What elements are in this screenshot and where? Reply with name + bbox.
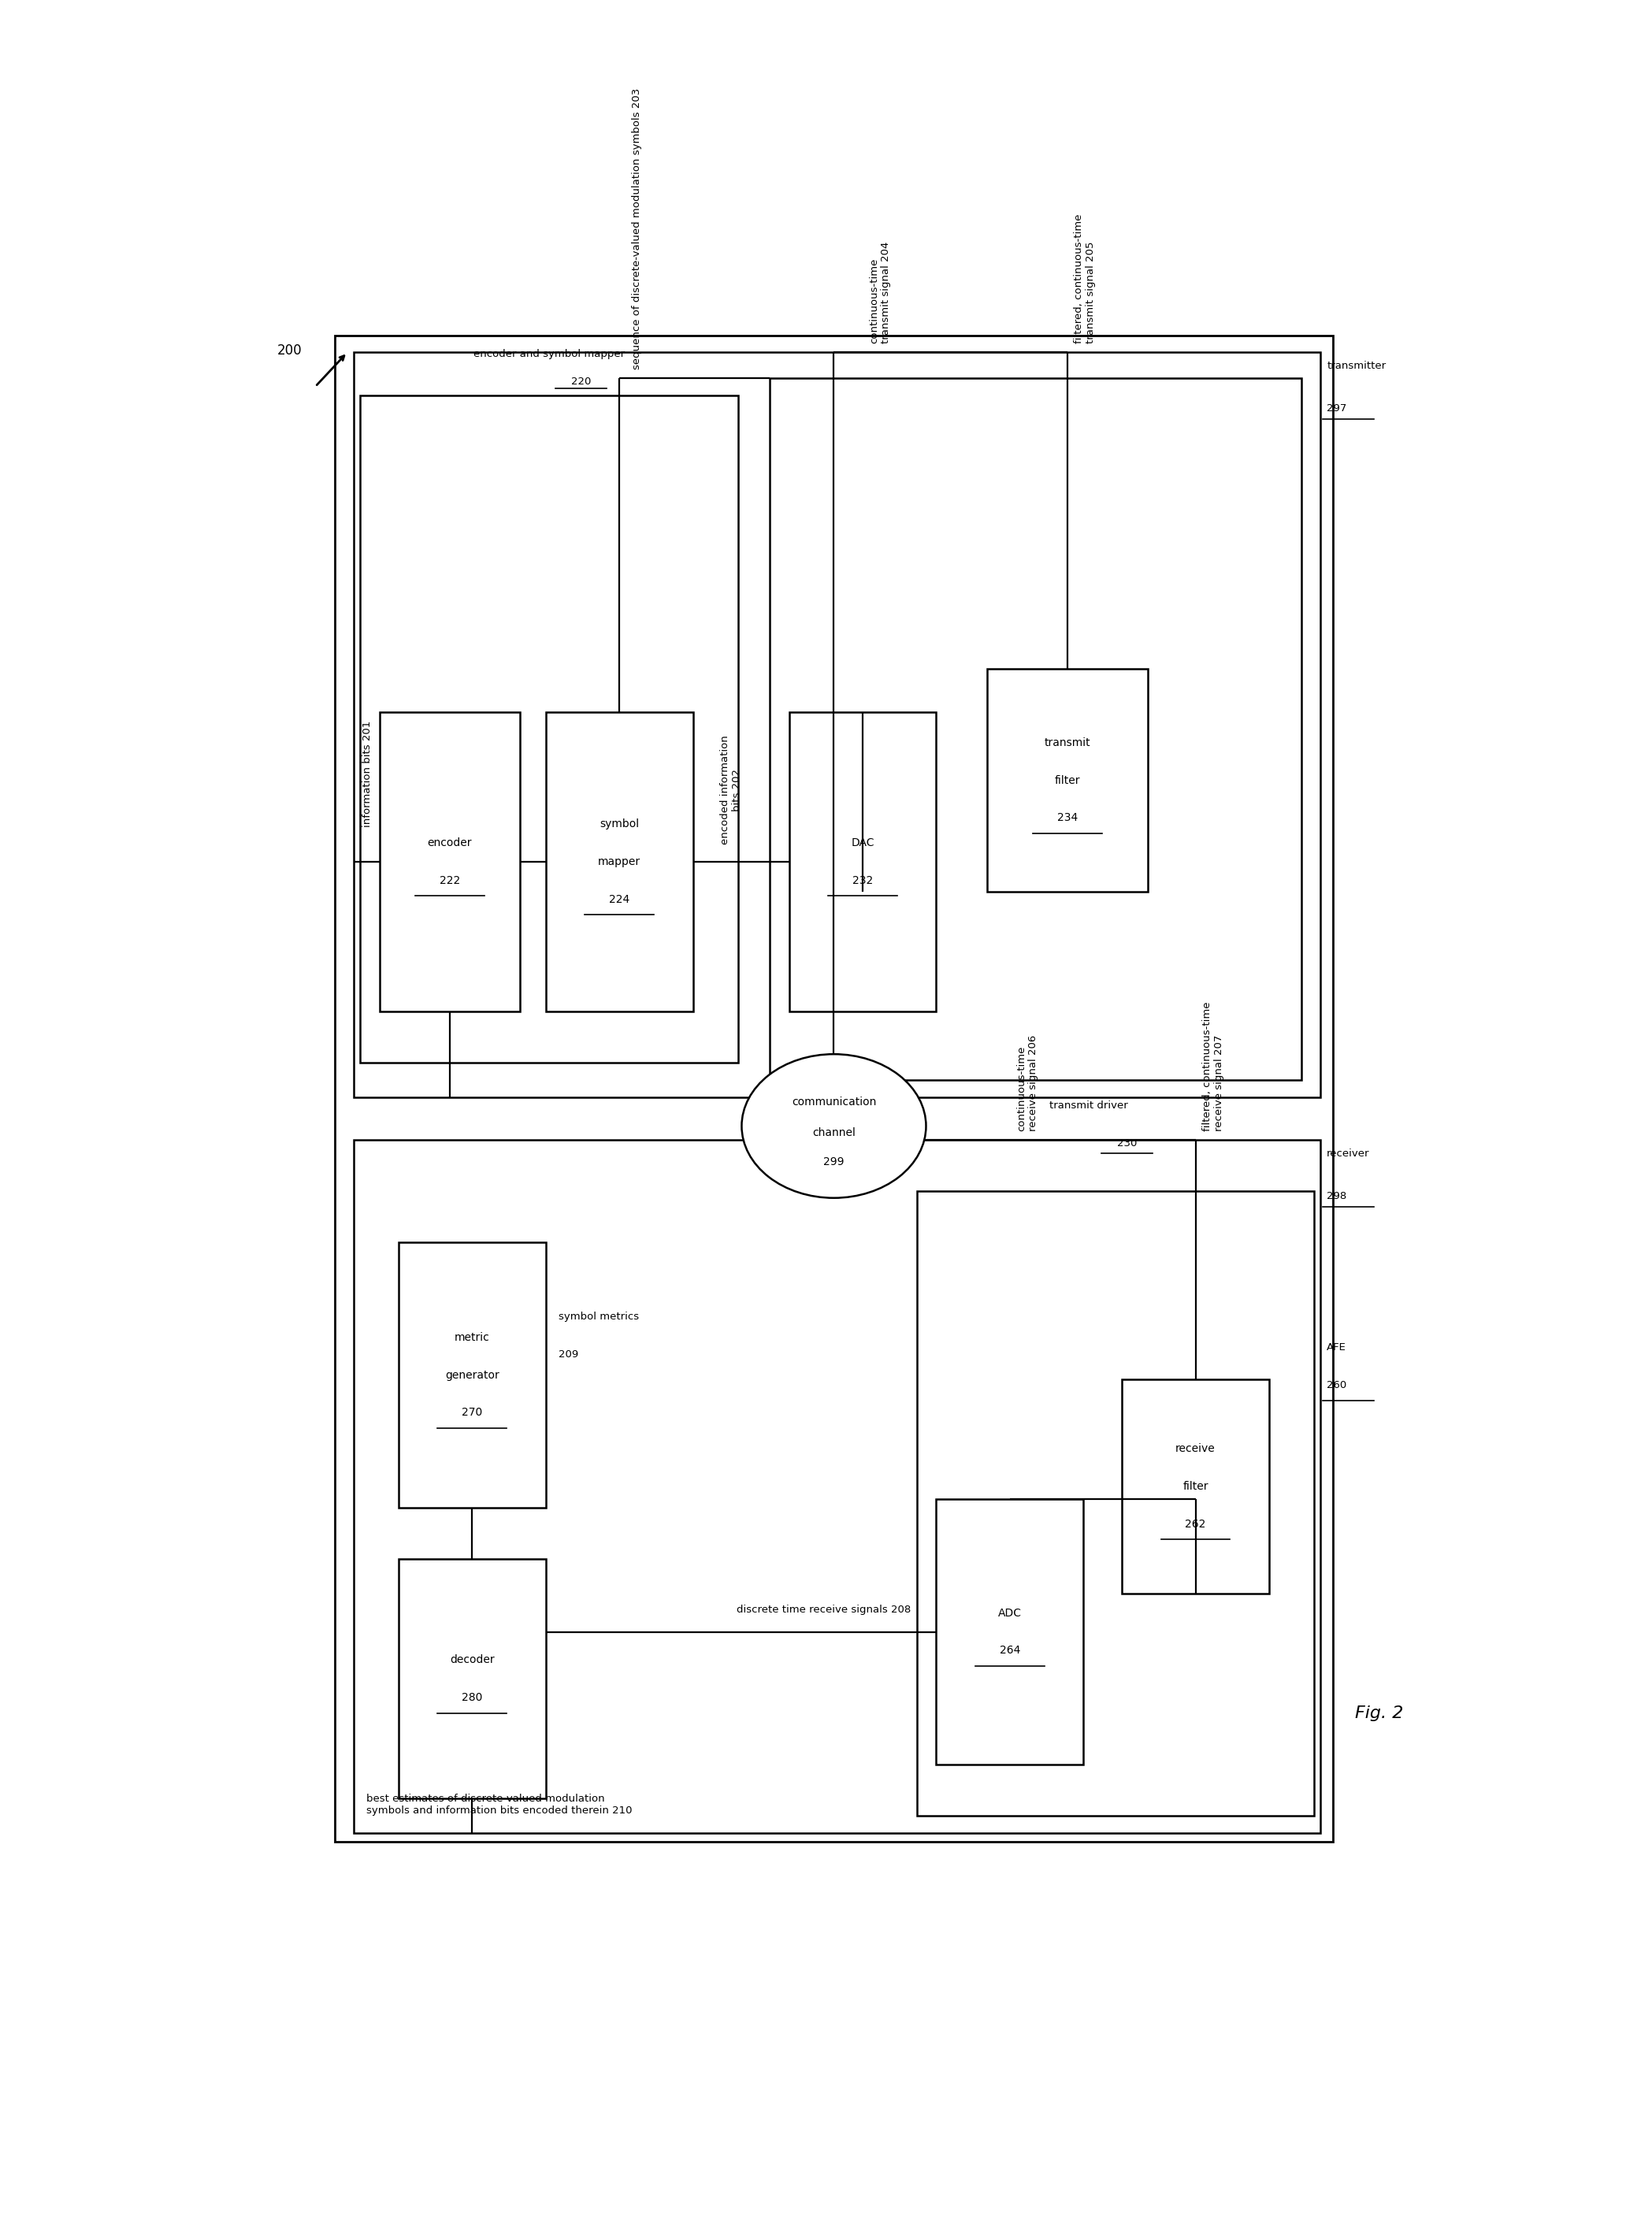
Text: 297: 297 bbox=[1327, 405, 1346, 413]
Text: channel: channel bbox=[813, 1127, 856, 1138]
Text: encoder and symbol mapper: encoder and symbol mapper bbox=[474, 349, 624, 360]
Bar bbox=[398, 1558, 545, 1798]
Text: 209: 209 bbox=[558, 1349, 578, 1360]
Text: filtered, continuous-time
transmit signal 205: filtered, continuous-time transmit signa… bbox=[1074, 213, 1095, 345]
Text: receiver: receiver bbox=[1327, 1149, 1370, 1158]
Text: symbol metrics: symbol metrics bbox=[558, 1312, 639, 1323]
Text: receive: receive bbox=[1176, 1443, 1216, 1454]
Text: encoded information
bits 202: encoded information bits 202 bbox=[720, 736, 742, 845]
Text: 260: 260 bbox=[1327, 1380, 1346, 1389]
Ellipse shape bbox=[742, 1054, 927, 1198]
Bar bbox=[398, 1243, 545, 1507]
Text: DAC: DAC bbox=[851, 838, 874, 849]
Text: 230: 230 bbox=[1117, 1138, 1137, 1149]
Text: 270: 270 bbox=[463, 1407, 482, 1418]
Bar bbox=[790, 711, 937, 1011]
Text: transmit driver: transmit driver bbox=[1049, 1100, 1128, 1112]
Bar bbox=[937, 1498, 1084, 1765]
Bar bbox=[1122, 1378, 1269, 1594]
Bar bbox=[354, 351, 1320, 1096]
Text: continuous-time
transmit signal 204: continuous-time transmit signal 204 bbox=[869, 242, 890, 345]
Text: sequence of discrete-valued modulation symbols 203: sequence of discrete-valued modulation s… bbox=[633, 89, 643, 369]
Text: 280: 280 bbox=[463, 1692, 482, 1703]
Bar bbox=[354, 1140, 1320, 1834]
Text: encoder: encoder bbox=[428, 838, 472, 849]
Text: 232: 232 bbox=[852, 876, 872, 887]
Text: Fig. 2: Fig. 2 bbox=[1355, 1705, 1404, 1721]
Text: discrete time receive signals 208: discrete time receive signals 208 bbox=[737, 1605, 910, 1614]
Bar bbox=[545, 711, 694, 1011]
Text: filter: filter bbox=[1183, 1481, 1208, 1492]
Text: 298: 298 bbox=[1327, 1192, 1346, 1200]
Text: 222: 222 bbox=[439, 876, 461, 887]
Text: metric: metric bbox=[454, 1332, 489, 1343]
Text: AFE: AFE bbox=[1327, 1343, 1346, 1352]
Text: 262: 262 bbox=[1184, 1518, 1206, 1529]
Text: ADC: ADC bbox=[998, 1607, 1021, 1618]
Text: 264: 264 bbox=[999, 1645, 1021, 1656]
Text: 220: 220 bbox=[572, 376, 591, 387]
Text: filtered, continuous-time
receive signal 207: filtered, continuous-time receive signal… bbox=[1203, 1003, 1224, 1132]
Bar bbox=[380, 711, 520, 1011]
Text: transmit: transmit bbox=[1044, 738, 1090, 749]
Text: 200: 200 bbox=[278, 345, 302, 358]
Text: continuous-time
receive signal 206: continuous-time receive signal 206 bbox=[1016, 1036, 1039, 1132]
Bar bbox=[334, 336, 1333, 1841]
Text: information bits 201: information bits 201 bbox=[363, 720, 373, 827]
Text: generator: generator bbox=[444, 1369, 499, 1380]
Text: decoder: decoder bbox=[449, 1654, 494, 1665]
Text: symbol: symbol bbox=[600, 818, 639, 829]
Bar bbox=[770, 378, 1302, 1080]
Bar bbox=[917, 1192, 1313, 1816]
Bar bbox=[360, 396, 738, 1063]
Text: 299: 299 bbox=[823, 1156, 844, 1167]
Text: best estimates of discrete-valued modulation
symbols and information bits encode: best estimates of discrete-valued modula… bbox=[367, 1794, 633, 1816]
Text: communication: communication bbox=[791, 1096, 876, 1107]
Text: 234: 234 bbox=[1057, 811, 1077, 823]
Text: 224: 224 bbox=[610, 894, 629, 905]
Text: transmitter: transmitter bbox=[1327, 360, 1386, 371]
Bar bbox=[988, 669, 1148, 891]
Text: mapper: mapper bbox=[598, 856, 641, 867]
Text: filter: filter bbox=[1054, 776, 1080, 785]
